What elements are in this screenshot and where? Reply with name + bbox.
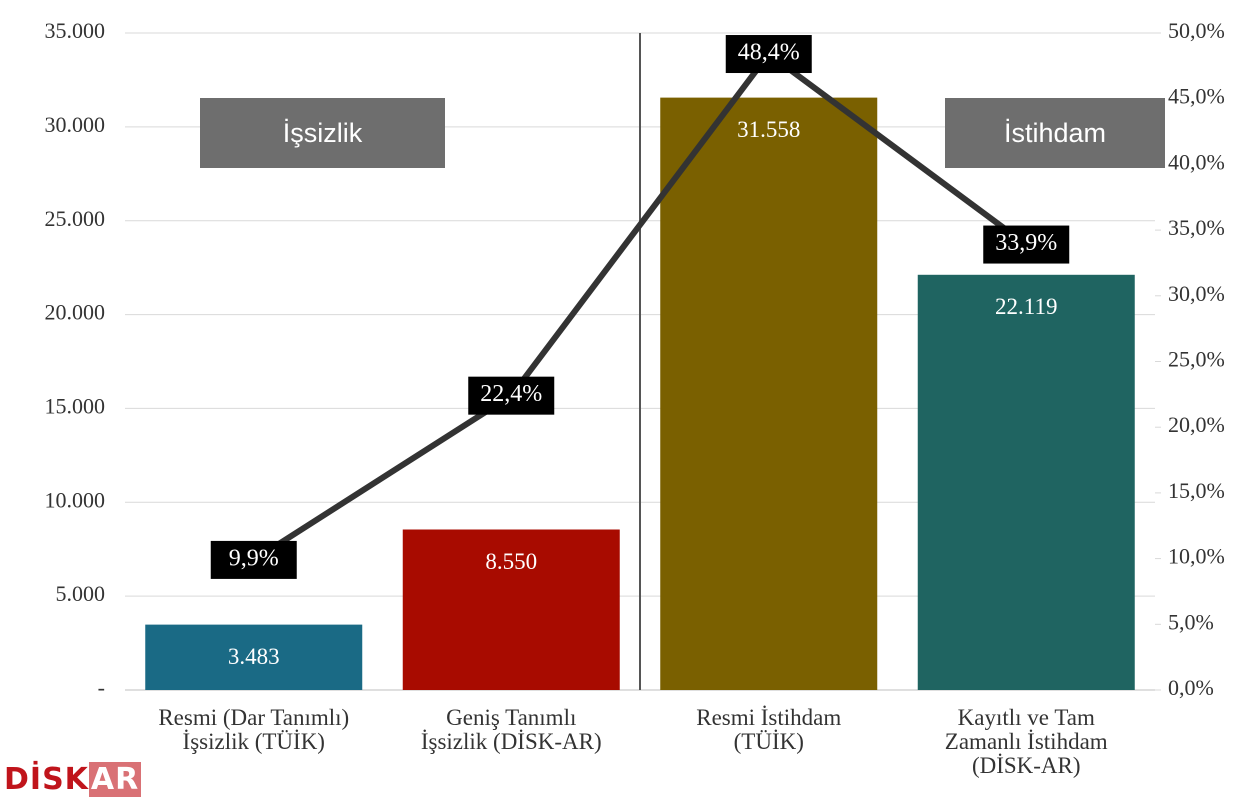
y-tick-label: - xyxy=(98,675,105,700)
y-tick-label: 30.000 xyxy=(45,112,106,137)
line-label-box xyxy=(983,225,1070,264)
x-tick-label: Kayıtlı ve Tam Zamanlı İstihdam (DİSK-AR… xyxy=(944,705,1108,778)
logo-left: DİSK xyxy=(4,762,89,797)
line-label-text: 22,4% xyxy=(480,381,542,407)
line-label-box xyxy=(725,35,812,74)
line-label-box xyxy=(210,540,297,579)
bar xyxy=(917,274,1135,690)
bar-label: 3.483 xyxy=(228,644,280,669)
y-tick-label: 25.000 xyxy=(45,206,106,231)
logo: DİSKAR xyxy=(4,762,142,797)
line-label-text: 9,9% xyxy=(229,545,279,571)
x-tick-label: Resmi (Dar Tanımlı) İşsizlik (TÜİK) xyxy=(158,705,350,754)
y-tick-label: 20.000 xyxy=(45,300,106,325)
bar xyxy=(402,529,620,690)
bar xyxy=(660,97,878,690)
y2-tick-label: 0,0% xyxy=(1168,675,1214,700)
line xyxy=(252,51,1029,563)
line-label-text: 48,4% xyxy=(738,40,800,66)
line-label: 22,4% xyxy=(468,376,555,415)
y2-tick-label: 35,0% xyxy=(1168,215,1225,240)
line-label: 9,9% xyxy=(210,540,297,579)
y2-tick-label: 30,0% xyxy=(1168,281,1225,306)
bar xyxy=(145,624,363,690)
y2-tick-label: 40,0% xyxy=(1168,149,1225,174)
y-tick-label: 5.000 xyxy=(56,581,106,606)
logo-right: AR xyxy=(88,762,142,797)
bar-label: 22.119 xyxy=(995,294,1057,319)
bar-label: 8.550 xyxy=(485,549,537,574)
y2-tick-label: 15,0% xyxy=(1168,478,1225,503)
line-label: 48,4% xyxy=(725,35,812,74)
line-label-text: 33,9% xyxy=(995,230,1057,256)
y2-tick-label: 25,0% xyxy=(1168,347,1225,372)
y2-tick-label: 20,0% xyxy=(1168,412,1225,437)
bar-label: 31.558 xyxy=(737,117,800,142)
y2-tick-label: 45,0% xyxy=(1168,84,1225,109)
y-tick-label: 15.000 xyxy=(45,393,106,418)
y2-tick-label: 10,0% xyxy=(1168,544,1225,569)
y2-tick-label: 5,0% xyxy=(1168,609,1214,634)
y-tick-label: 35.000 xyxy=(45,18,106,43)
x-tick-label: Resmi İstihdam (TÜİK) xyxy=(696,705,842,754)
line-label: 33,9% xyxy=(983,225,1070,264)
annotation: İstihdam xyxy=(945,98,1165,168)
y2-tick-label: 50,0% xyxy=(1168,18,1225,43)
x-tick-label: Geniş Tanımlı İşsizlik (DİSK-AR) xyxy=(420,705,602,754)
line-label-box xyxy=(468,376,555,415)
y-tick-label: 10.000 xyxy=(45,487,106,512)
annotation: İşsizlik xyxy=(200,98,445,168)
